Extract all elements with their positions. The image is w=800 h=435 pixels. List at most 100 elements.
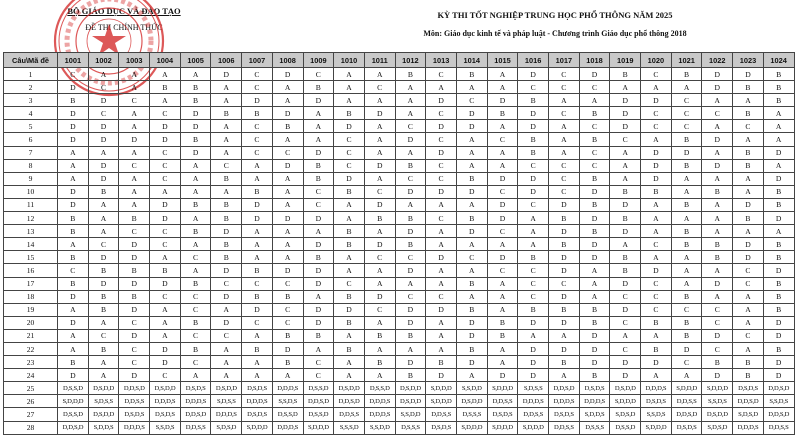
answer-cell: A: [609, 145, 642, 160]
answer-cell: B: [517, 250, 549, 265]
answer-cell: D,D,D,S: [241, 394, 273, 409]
answer-cell: D: [517, 171, 549, 186]
answer-cell: S,D,D,D: [609, 394, 642, 409]
answer-cell: C: [333, 145, 365, 160]
answer-cell: B: [762, 250, 795, 265]
answer-cell: B: [732, 211, 764, 226]
answer-cell: D: [548, 341, 580, 357]
exam-code-header: 1005: [179, 52, 212, 68]
answer-cell: D: [394, 315, 427, 330]
answer-cell: D,D,S,D: [333, 394, 365, 409]
answer-cell: A: [578, 263, 611, 278]
answer-cell: A: [179, 66, 212, 82]
answer-cell: B: [517, 132, 549, 147]
answer-cell: D: [578, 66, 611, 82]
answer-cell: B: [302, 158, 335, 173]
answer-cell: D: [57, 119, 89, 134]
answer-cell: B: [486, 315, 519, 330]
answer-cell: C: [210, 158, 243, 173]
answer-cell: A: [548, 93, 580, 108]
answer-cell: B: [732, 355, 764, 370]
answer-cell: D,D,D,S: [517, 394, 549, 409]
answer-cell: A: [455, 197, 488, 213]
answer-cell: B: [578, 171, 611, 186]
answer-cell: D: [363, 158, 396, 173]
answer-cell: D: [394, 224, 427, 239]
answer-cell: B: [87, 263, 120, 278]
answer-cell: D: [548, 224, 580, 239]
answer-cell: C: [271, 302, 304, 317]
answer-cell: A: [302, 341, 335, 357]
answer-cell: D,D,D,S: [149, 394, 181, 409]
answer-cell: B: [578, 132, 611, 147]
answer-cell: A: [732, 171, 764, 186]
answer-cell: A: [333, 80, 365, 95]
answer-cell: C: [394, 171, 427, 186]
answer-cell: A: [455, 145, 488, 160]
answer-cell: D,S,D,S: [149, 407, 181, 422]
answer-cell: C: [670, 355, 703, 370]
answer-cell: C: [302, 368, 335, 383]
answer-cell: D: [609, 93, 642, 108]
answer-cell: C: [425, 289, 457, 304]
answer-cell: C: [394, 119, 427, 134]
answer-cell: B: [455, 66, 488, 82]
answer-cell: D: [394, 132, 427, 147]
answer-cell: D: [241, 302, 273, 317]
question-number: 5: [3, 119, 58, 134]
answer-cell: B: [609, 263, 642, 278]
answer-cell: D: [578, 355, 611, 370]
answer-cell: D,D,D,S: [271, 381, 304, 396]
answer-cell: A: [394, 106, 427, 121]
question-number: 16: [3, 263, 58, 278]
table-row: 25 D,S,S,D D,S,D,D D,D,S,D D,S,D,D D,S,D,S D,S…: [3, 381, 795, 396]
answer-cell: B: [640, 315, 672, 330]
answer-cell: A: [609, 328, 642, 343]
question-number: 27: [3, 407, 58, 422]
answer-cell: A: [271, 224, 304, 239]
answer-cell: D: [394, 355, 427, 370]
answer-cell: A: [271, 132, 304, 147]
answer-cell: B: [333, 224, 365, 239]
answer-cell: A: [333, 355, 365, 370]
answer-cell: D: [87, 276, 120, 291]
answer-cell: C: [486, 184, 519, 199]
answer-cell: B: [57, 276, 89, 291]
answer-cell: S,D,S,D: [732, 407, 764, 422]
answer-cell: A: [425, 224, 457, 239]
answer-cell: C: [302, 355, 335, 370]
answer-cell: A: [149, 302, 181, 317]
answer-cell: A: [455, 368, 488, 383]
answer-cell: D: [149, 276, 181, 291]
answer-cell: C: [149, 158, 181, 173]
answer-cell: A: [670, 184, 703, 199]
answer-cell: A: [670, 171, 703, 186]
answer-cell: B: [732, 158, 764, 173]
answer-cell: D: [179, 119, 212, 134]
answer-cell: D: [271, 66, 304, 82]
answer-cell: B: [394, 328, 427, 343]
answer-cell: B: [241, 184, 273, 199]
answer-cell: A: [57, 145, 89, 160]
answer-cell: A: [210, 341, 243, 357]
answer-cell: A: [87, 66, 120, 82]
answer-cell: A: [271, 197, 304, 213]
table-row: 24 D A D C A A A A C A A B D A D D A B D A A D B D: [3, 368, 795, 383]
answer-cell: C: [302, 184, 335, 199]
answer-cell: B: [517, 145, 549, 160]
answer-cell: A: [609, 158, 642, 173]
answer-cell: A: [363, 315, 396, 330]
answer-cell: D: [578, 328, 611, 343]
answer-cell: C: [179, 355, 212, 370]
answer-cell: C: [640, 289, 672, 304]
answer-cell: D: [394, 263, 427, 278]
question-number: 25: [3, 381, 58, 396]
answer-cell: A: [425, 80, 457, 95]
answer-cell: D: [762, 315, 795, 330]
answer-cell: A: [640, 224, 672, 239]
answer-cell: A: [271, 237, 304, 252]
answer-cell: C: [118, 315, 151, 330]
answer-cell: A: [732, 93, 764, 108]
answer-cell: D: [333, 171, 365, 186]
answer-cell: A: [87, 145, 120, 160]
